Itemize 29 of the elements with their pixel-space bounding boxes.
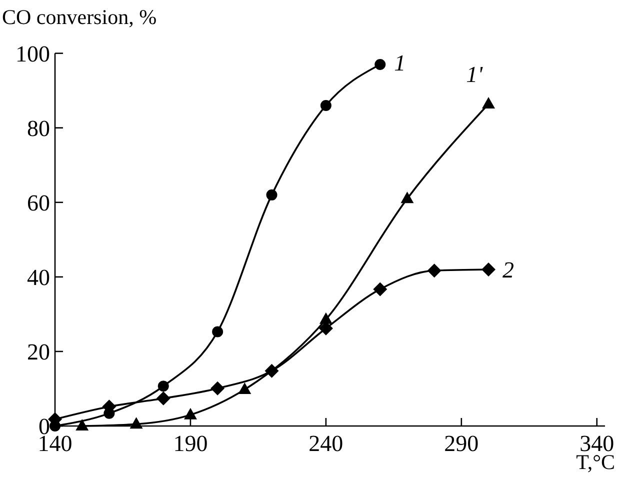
y-tick-label: 100 xyxy=(16,41,50,66)
point xyxy=(374,58,386,70)
x-tick-label: 240 xyxy=(308,431,344,456)
point xyxy=(238,382,252,394)
point xyxy=(266,189,278,200)
series-label: 1' xyxy=(466,62,484,87)
series-label: 1 xyxy=(394,50,406,76)
point xyxy=(264,364,279,378)
y-tick-label: 80 xyxy=(27,116,50,141)
point xyxy=(482,96,495,108)
y-tick-label: 20 xyxy=(27,340,50,365)
y-tick-label: 60 xyxy=(27,190,50,216)
point xyxy=(482,262,496,276)
point xyxy=(400,192,414,204)
point xyxy=(373,282,388,296)
point xyxy=(320,100,332,111)
point xyxy=(212,326,224,338)
point xyxy=(76,419,89,430)
series-label: 2 xyxy=(502,257,514,282)
point xyxy=(156,391,170,406)
point xyxy=(427,264,442,278)
point xyxy=(130,417,143,429)
y-tick-label: 40 xyxy=(27,264,50,290)
point xyxy=(210,381,225,396)
x-tick-label: 290 xyxy=(444,431,479,456)
y-axis-title: CO conversion, % xyxy=(2,5,157,29)
point xyxy=(158,380,169,392)
x-tick-label: 190 xyxy=(173,431,208,456)
point xyxy=(184,408,197,420)
